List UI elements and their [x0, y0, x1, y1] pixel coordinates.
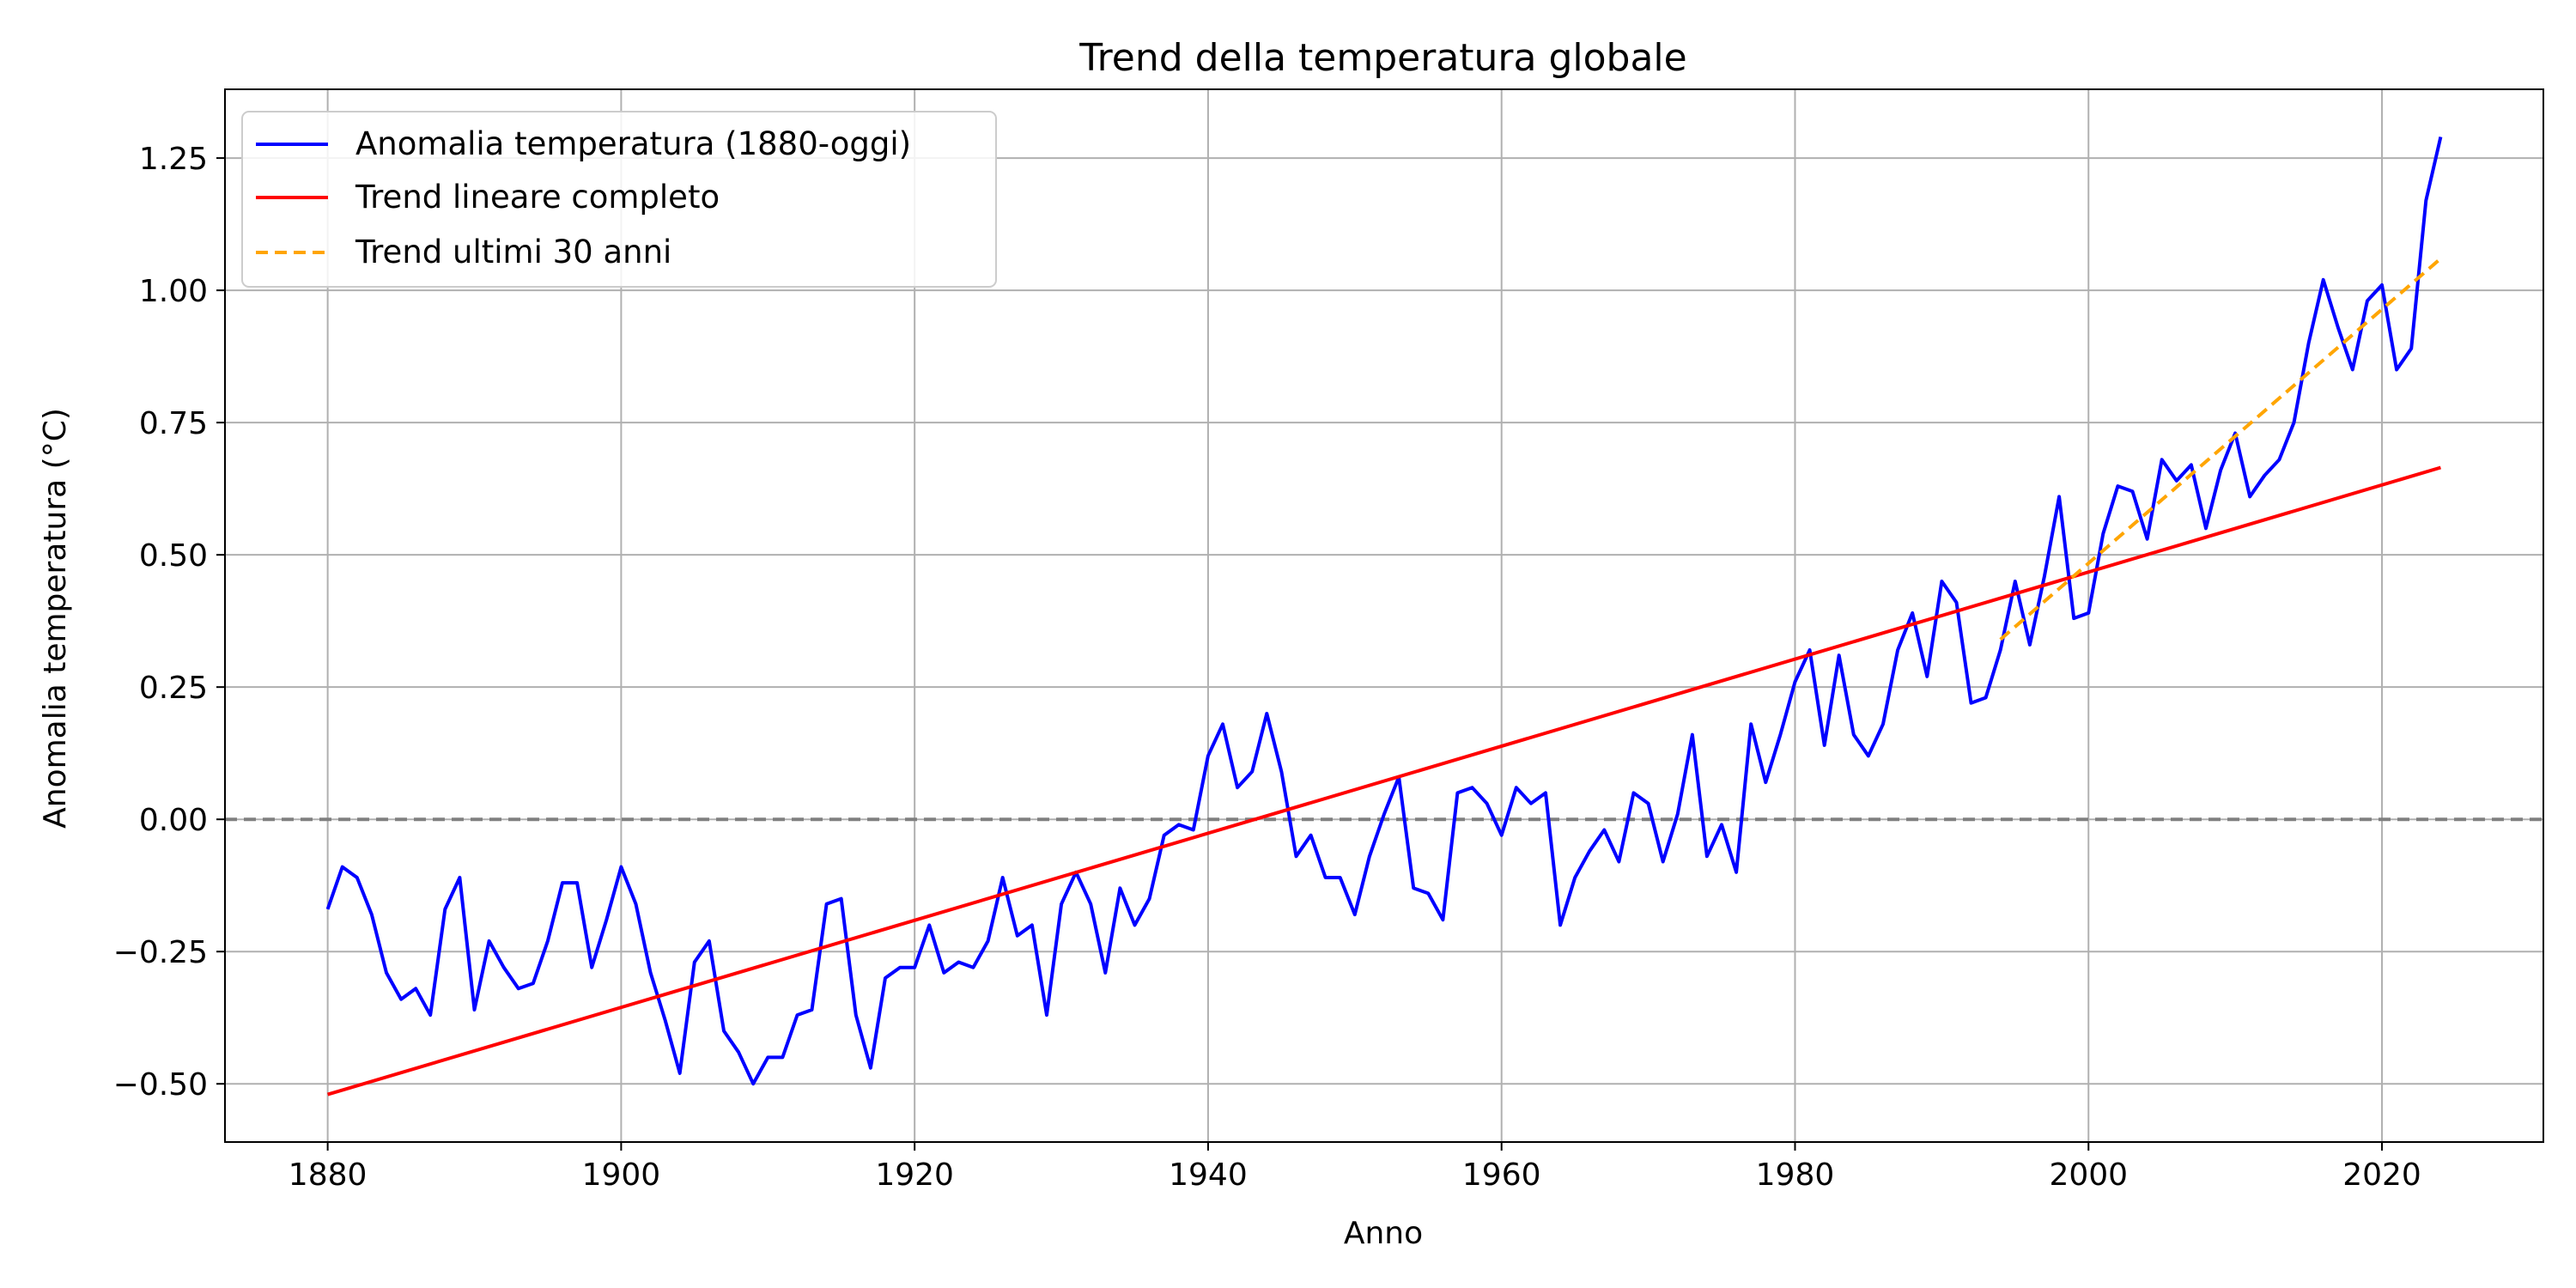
y-axis-ticks: −0.50 −0.25 0.00 0.25 0.50 0.75 1.00 1.25	[113, 142, 225, 1103]
y-tick-label: 0.50	[139, 538, 208, 574]
x-tick-label: 1880	[289, 1157, 368, 1193]
legend-box	[241, 111, 997, 288]
y-tick-label: −0.25	[113, 935, 208, 970]
y-tick-label: 0.00	[139, 803, 208, 838]
x-tick-label: 2000	[2049, 1157, 2128, 1193]
y-tick-label: 0.25	[139, 671, 208, 706]
x-tick-label: 2020	[2342, 1157, 2421, 1193]
y-tick-label: 0.75	[139, 406, 208, 441]
y-tick-label: −0.50	[113, 1067, 208, 1103]
x-tick-label: 1940	[1169, 1157, 1248, 1193]
x-axis-label: Anno	[1344, 1216, 1423, 1251]
x-tick-label: 1960	[1462, 1157, 1541, 1193]
series-layer	[325, 136, 2443, 1097]
plot-frame	[224, 88, 2544, 1143]
x-tick-label: 1900	[582, 1157, 661, 1193]
x-tick-label: 1980	[1756, 1157, 1835, 1193]
y-axis-label: Anomalia temperatura (°C)	[38, 408, 73, 829]
legend-label-trend-recent: Trend ultimi 30 anni	[355, 234, 671, 270]
legend-label-trend-full: Trend lineare completo	[355, 179, 720, 216]
y-tick-label: 1.00	[139, 274, 208, 309]
y-tick-label: 1.25	[139, 142, 208, 177]
series-trend-recent-line	[1999, 257, 2442, 641]
series-trend-full-line	[327, 465, 2441, 1097]
legend-label-anomaly: Anomalia temperatura (1880-oggi)	[355, 125, 911, 162]
chart-title: Trend della temperatura globale	[1078, 36, 1686, 80]
x-axis-ticks: 1880 1900 1920 1940 1960 1980 2000 2020	[289, 1142, 2421, 1193]
legend: Anomalia temperatura (1880-oggi) Trend l…	[241, 111, 997, 288]
x-tick-label: 1920	[875, 1157, 954, 1193]
series-anomaly-line	[325, 136, 2443, 1086]
